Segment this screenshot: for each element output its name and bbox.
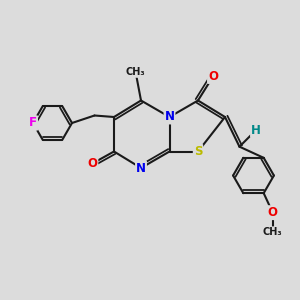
Text: CH₃: CH₃ — [263, 227, 283, 237]
Text: O: O — [208, 70, 218, 83]
Text: CH₃: CH₃ — [126, 67, 146, 77]
Text: F: F — [29, 116, 37, 130]
Text: F: F — [29, 116, 37, 130]
Text: O: O — [268, 206, 278, 219]
Text: N: N — [136, 161, 146, 175]
Text: O: O — [87, 157, 98, 170]
Text: N: N — [164, 110, 175, 124]
Text: H: H — [251, 124, 261, 137]
Text: S: S — [194, 145, 202, 158]
